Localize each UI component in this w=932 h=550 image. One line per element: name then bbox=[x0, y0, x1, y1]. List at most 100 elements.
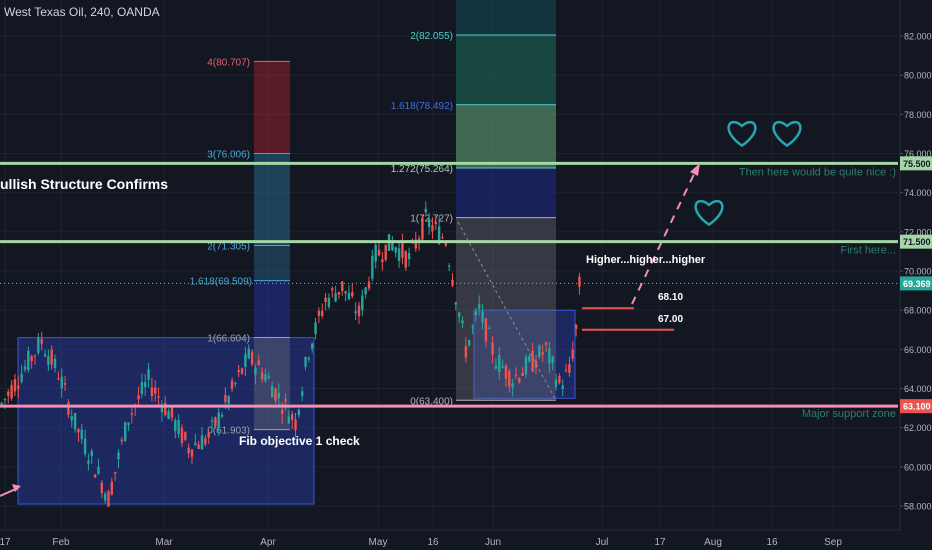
fib-right-zone-teal bbox=[456, 35, 556, 105]
candle-body bbox=[254, 367, 257, 375]
y-tick-label: 66.000 bbox=[904, 345, 932, 355]
candle-body bbox=[501, 366, 504, 368]
candle-body bbox=[270, 386, 274, 398]
candle-body bbox=[364, 287, 367, 295]
candle-body bbox=[73, 413, 77, 430]
candle bbox=[190, 449, 194, 464]
fib-right-level-label: 1(72.727) bbox=[410, 214, 453, 225]
candle-body bbox=[447, 265, 451, 267]
x-axis-bg bbox=[0, 530, 932, 550]
candle-body bbox=[197, 444, 200, 449]
candle bbox=[568, 356, 571, 377]
projection-arrow-line bbox=[631, 169, 697, 305]
candle-body bbox=[347, 292, 351, 300]
candle-body bbox=[290, 413, 294, 420]
candle bbox=[177, 414, 180, 439]
candle bbox=[254, 364, 257, 385]
candle bbox=[511, 378, 514, 397]
candle-body bbox=[407, 253, 411, 260]
candle bbox=[10, 379, 13, 401]
y-axis-bg bbox=[900, 0, 932, 550]
candle-body bbox=[397, 248, 401, 261]
candle bbox=[57, 371, 60, 381]
price-tag-bg bbox=[900, 156, 932, 171]
candle bbox=[404, 250, 407, 271]
y-tick-label: 78.000 bbox=[904, 110, 932, 120]
candle bbox=[80, 423, 83, 444]
candle bbox=[504, 364, 508, 387]
candle bbox=[87, 453, 90, 471]
candle bbox=[521, 367, 524, 376]
candle bbox=[357, 301, 361, 324]
target-label-67-00: 67.00 bbox=[658, 314, 683, 325]
candle bbox=[207, 429, 210, 444]
candle bbox=[441, 233, 444, 240]
candle-body bbox=[414, 239, 417, 249]
price-tag-label: 75.500 bbox=[903, 159, 931, 169]
candle bbox=[307, 356, 311, 363]
candle-body bbox=[421, 217, 424, 240]
candle-body bbox=[140, 382, 144, 395]
candle bbox=[277, 383, 281, 407]
candle-body bbox=[103, 493, 107, 501]
candle-body bbox=[538, 345, 541, 358]
candle bbox=[17, 376, 20, 399]
candle-body bbox=[87, 460, 90, 464]
candle-body bbox=[13, 379, 17, 392]
candle bbox=[247, 344, 250, 360]
candle bbox=[391, 236, 394, 252]
candle-body bbox=[177, 420, 180, 435]
candle bbox=[204, 434, 207, 447]
candle bbox=[50, 345, 53, 370]
candle-body bbox=[160, 404, 164, 413]
candle bbox=[321, 303, 324, 319]
candle-body bbox=[214, 417, 217, 427]
candle-body bbox=[204, 438, 207, 445]
candle-body bbox=[70, 416, 73, 421]
candle-body bbox=[474, 311, 478, 315]
candle-body bbox=[498, 354, 501, 373]
candle-body bbox=[307, 357, 311, 360]
candle bbox=[457, 311, 461, 323]
candle-body bbox=[351, 292, 354, 297]
candle-body bbox=[431, 225, 434, 232]
candle-body bbox=[284, 398, 287, 402]
candle bbox=[528, 354, 531, 363]
candle-body bbox=[220, 414, 224, 417]
range-box-right bbox=[473, 309, 576, 399]
candle-body bbox=[237, 370, 240, 373]
candle-body bbox=[264, 374, 267, 381]
candle bbox=[200, 427, 204, 450]
candle-body bbox=[554, 379, 558, 387]
candle-body bbox=[227, 396, 230, 404]
candle bbox=[107, 489, 110, 507]
candle-body bbox=[361, 295, 364, 311]
candle bbox=[270, 381, 274, 398]
candle-body bbox=[17, 385, 20, 389]
candle-body bbox=[317, 310, 321, 316]
candle-body bbox=[437, 226, 441, 244]
chart-title: West Texas Oil, 240, OANDA bbox=[4, 5, 160, 19]
candle bbox=[120, 436, 124, 445]
level-annotation: Major support zone bbox=[802, 408, 896, 420]
candle-body bbox=[117, 452, 120, 460]
candle-body bbox=[40, 339, 43, 344]
level-annotation: Then here would be quite nice :) bbox=[739, 166, 896, 178]
candle-body bbox=[217, 412, 220, 427]
candle-body bbox=[337, 291, 341, 295]
x-tick-label: 17 bbox=[654, 537, 666, 548]
candle-body bbox=[528, 356, 531, 362]
x-tick-label: Sep bbox=[824, 537, 842, 548]
candle-body bbox=[551, 356, 554, 363]
candle-body bbox=[441, 237, 444, 239]
candle bbox=[531, 342, 534, 373]
candle-body bbox=[548, 348, 551, 364]
candle bbox=[361, 289, 364, 316]
candle bbox=[123, 421, 127, 442]
candle-body bbox=[10, 384, 13, 399]
level-annotation: First here... bbox=[840, 245, 896, 257]
candle-body bbox=[394, 247, 397, 253]
higher-label: Higher...higher...higher bbox=[586, 254, 706, 266]
candle-body bbox=[180, 427, 184, 444]
